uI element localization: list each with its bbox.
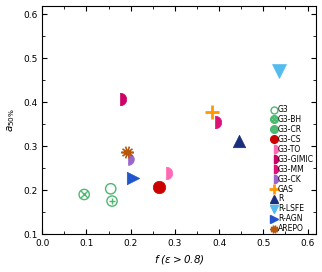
Point (276, 69, 281, 74)
Point (236, 139, 242, 143)
Y-axis label: $a_{50\%}$: $a_{50\%}$ (5, 108, 17, 132)
X-axis label: $f$ ($\epsilon$$>$0.8): $f$ ($\epsilon$$>$0.8) (154, 254, 205, 267)
Point (109, 199, 115, 203)
Point (130, 176, 136, 180)
Point (108, 187, 113, 191)
Point (126, 157, 131, 162)
Point (210, 110, 215, 114)
Point (157, 184, 162, 189)
Point (125, 150, 130, 154)
Point (117, 97, 122, 101)
Point (109, 199, 115, 203)
Point (164, 170, 169, 175)
Point (212, 120, 217, 124)
Legend: G3, G3-BH, G3-CR, G3-CS, G3-TO, G3-GIMIC, G3-MM, G3-CK, GAS, R, R-LSFE, R-AGN, A: G3, G3-BH, G3-CR, G3-CS, G3-TO, G3-GIMIC… (270, 104, 315, 235)
Point (81, 192, 87, 197)
Point (81, 192, 87, 197)
